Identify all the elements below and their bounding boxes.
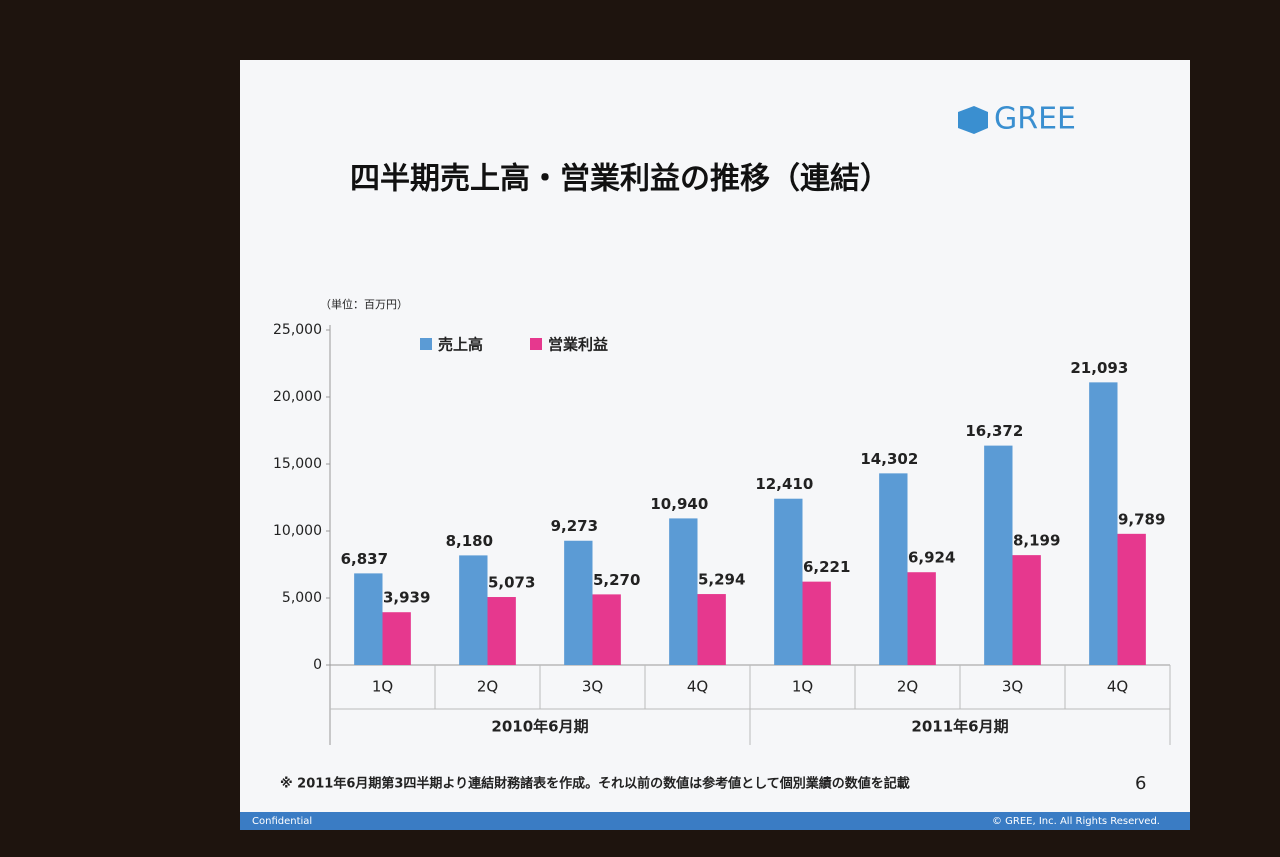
slide xyxy=(240,60,1190,830)
bar xyxy=(984,445,1013,665)
page-number: 6 xyxy=(1135,773,1146,794)
x-tick-label: 4Q xyxy=(1107,678,1128,696)
legend-label: 売上高 xyxy=(438,336,483,354)
legend-swatch xyxy=(530,338,542,350)
y-tick-label: 10,000 xyxy=(273,523,322,539)
bar xyxy=(907,572,936,665)
value-label: 9,273 xyxy=(551,517,598,535)
footnote: ※ 2011年6月期第3四半期より連結財務諸表を作成。それ以前の数値は参考値とし… xyxy=(280,776,910,792)
value-label: 8,199 xyxy=(1013,532,1060,550)
value-label: 9,789 xyxy=(1118,510,1165,528)
x-tick-label: 1Q xyxy=(372,678,393,696)
group-label: 2010年6月期 xyxy=(491,718,588,736)
bar xyxy=(774,498,803,665)
y-tick-label: 25,000 xyxy=(273,322,322,338)
value-label: 16,372 xyxy=(965,422,1023,440)
x-tick-label: 4Q xyxy=(687,678,708,696)
x-tick-label: 2Q xyxy=(897,678,918,696)
value-label: 6,837 xyxy=(341,550,388,568)
bar xyxy=(487,597,516,665)
value-label: 5,294 xyxy=(698,571,745,589)
bar xyxy=(1089,382,1118,665)
y-unit: （単位：百万円） xyxy=(320,297,408,311)
value-label: 8,180 xyxy=(446,532,493,550)
x-tick-label: 3Q xyxy=(1002,678,1023,696)
bar xyxy=(879,473,908,665)
value-label: 6,924 xyxy=(908,549,955,567)
legend-swatch xyxy=(420,338,432,350)
bar xyxy=(669,518,698,665)
x-tick-label: 1Q xyxy=(792,678,813,696)
value-label: 10,940 xyxy=(650,495,708,513)
bar xyxy=(354,573,383,665)
bar xyxy=(459,555,488,665)
y-tick-label: 15,000 xyxy=(273,456,322,472)
value-label: 12,410 xyxy=(755,475,813,493)
value-label: 5,073 xyxy=(488,574,535,592)
value-label: 14,302 xyxy=(860,450,918,468)
chart-title: 四半期売上高・営業利益の推移（連結） xyxy=(350,162,890,197)
y-tick-label: 20,000 xyxy=(273,389,322,405)
logo: GREE xyxy=(994,102,1076,137)
logo-mark xyxy=(958,106,988,134)
value-label: 6,221 xyxy=(803,558,850,576)
x-tick-label: 2Q xyxy=(477,678,498,696)
value-label: 21,093 xyxy=(1070,359,1128,377)
value-label: 3,939 xyxy=(383,589,430,607)
bar xyxy=(802,581,831,665)
confidential: Confidential xyxy=(252,816,312,827)
x-tick-label: 3Q xyxy=(582,678,603,696)
bar xyxy=(1117,533,1146,665)
value-label: 5,270 xyxy=(593,571,640,589)
legend-label: 営業利益 xyxy=(548,336,608,354)
bar xyxy=(592,594,621,665)
bar xyxy=(1012,555,1041,665)
footer-bar xyxy=(240,812,1190,830)
bar xyxy=(697,594,726,665)
bar xyxy=(564,540,593,665)
copyright: © GREE, Inc. All Rights Reserved. xyxy=(992,816,1160,827)
y-tick-label: 5,000 xyxy=(282,590,322,606)
bar xyxy=(382,612,411,665)
y-tick-label: 0 xyxy=(313,657,322,673)
group-label: 2011年6月期 xyxy=(911,718,1008,736)
